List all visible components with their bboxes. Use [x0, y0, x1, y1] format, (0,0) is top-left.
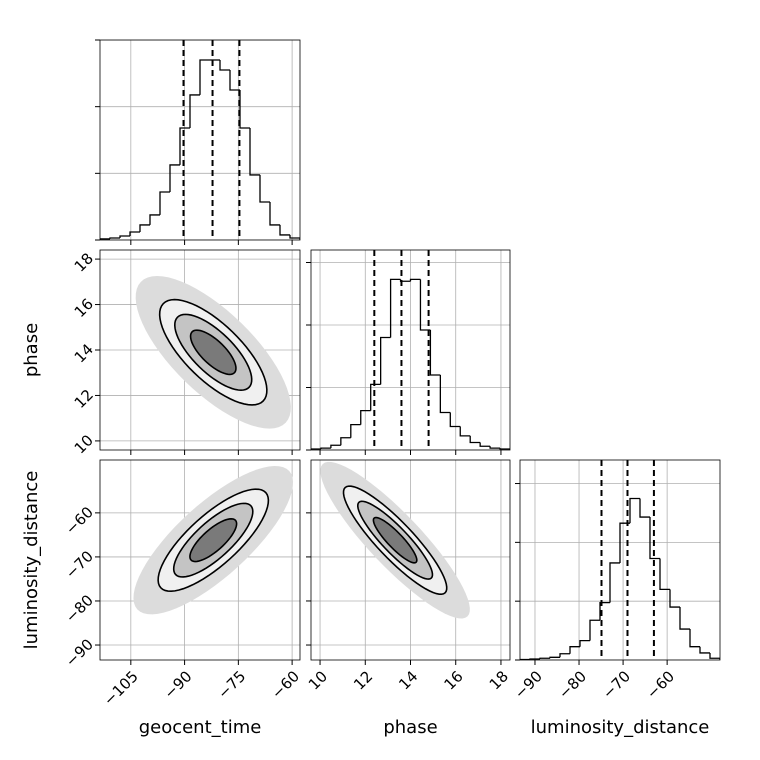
hist-step [350, 423, 361, 438]
x-axis-label: luminosity_distance [531, 717, 710, 738]
y-tick-label: 18 [71, 249, 97, 275]
hist-step [109, 237, 120, 239]
hist-step [370, 383, 381, 411]
x-tick-label: −90 [160, 667, 195, 702]
y-tick-label: 14 [71, 340, 97, 366]
x-tick-label: 16 [441, 667, 467, 693]
panel-frame [99, 39, 301, 241]
hist-step [139, 224, 150, 232]
panel-frame [310, 459, 511, 661]
hist-step [119, 235, 130, 238]
hist-step [559, 653, 570, 658]
hist-step [289, 234, 300, 240]
y-tick-label: −80 [62, 591, 97, 626]
hist-step [609, 562, 620, 603]
hist-step [439, 375, 451, 414]
hist-step [709, 652, 720, 660]
hist-step [459, 426, 471, 437]
y-tick-label: −70 [62, 547, 97, 582]
hist-step [360, 409, 371, 425]
x-tick-label: −60 [643, 667, 678, 702]
hist-step [269, 202, 280, 226]
panel-content [100, 460, 300, 660]
hist-step [229, 70, 240, 91]
x-tick-label: −70 [599, 667, 634, 702]
hist-step [409, 278, 421, 282]
hist-step [219, 60, 230, 71]
y-tick-label: −60 [62, 503, 97, 538]
panel-frame [310, 249, 511, 451]
hist-step [320, 447, 331, 449]
panel-content [100, 250, 300, 450]
hist-step [549, 656, 560, 659]
x-axis-label: phase [383, 717, 437, 738]
panel-content [520, 460, 720, 660]
panel-content [311, 460, 510, 660]
hist-step [659, 558, 670, 591]
hist-step [619, 522, 630, 563]
hist-step [639, 498, 650, 518]
hist-step [499, 448, 510, 450]
hist-step [380, 336, 391, 385]
x-tick-label: −60 [268, 667, 303, 702]
x-tick-label: 18 [486, 667, 512, 693]
hist-step [579, 639, 590, 647]
panel-content [311, 250, 510, 450]
hist-step [649, 517, 660, 560]
x-tick-label: −75 [214, 667, 249, 702]
hist-step [539, 657, 550, 660]
hist-step [279, 224, 290, 236]
y-tick-label: −90 [62, 635, 97, 670]
hist-step [239, 90, 250, 129]
x-tick-label: −105 [100, 667, 142, 709]
hist-step [249, 128, 260, 176]
panel-frame [99, 249, 301, 451]
hist-step [189, 94, 200, 128]
x-tick-label: 10 [305, 667, 331, 693]
hist-step [449, 412, 461, 428]
y-axis-label: phase [21, 323, 42, 377]
x-tick-label: 14 [395, 667, 421, 693]
hist-step [419, 279, 431, 331]
hist-step [569, 646, 580, 654]
x-axis-label: geocent_time [139, 717, 262, 738]
hist-step [389, 278, 401, 338]
y-tick-label: 12 [71, 386, 97, 412]
hist-step [479, 442, 491, 447]
density-contour [189, 329, 237, 376]
y-tick-label: 16 [71, 295, 97, 321]
hist-step [129, 231, 140, 236]
hist-step [429, 330, 441, 376]
x-tick-label: 12 [350, 667, 376, 693]
panel-frame [519, 459, 721, 661]
y-tick-label: 10 [71, 431, 97, 457]
hist-step [599, 601, 610, 621]
panel-content [100, 40, 300, 240]
hist-step [340, 437, 351, 446]
x-tick-label: −80 [555, 667, 590, 702]
hist-step [469, 435, 481, 444]
hist-step [311, 448, 321, 450]
hist-step [149, 214, 160, 225]
hist-step [199, 59, 210, 95]
hist-step [689, 629, 700, 648]
density-contour [372, 516, 418, 564]
hist-step [699, 646, 710, 654]
hist-step [179, 127, 190, 165]
hist-step [159, 191, 170, 215]
hist-step [330, 444, 341, 449]
hist-step [169, 164, 180, 192]
hist-step [669, 589, 680, 608]
hist-step [629, 497, 640, 524]
hist-step [489, 446, 501, 449]
x-tick-label: −90 [511, 667, 546, 702]
hist-step [259, 174, 270, 203]
hist-step [100, 238, 110, 240]
hist-step [589, 619, 600, 641]
hist-step [679, 607, 690, 630]
y-axis-label: luminosity_distance [21, 471, 42, 650]
panel-frame [99, 459, 301, 661]
density-contour [189, 518, 238, 563]
